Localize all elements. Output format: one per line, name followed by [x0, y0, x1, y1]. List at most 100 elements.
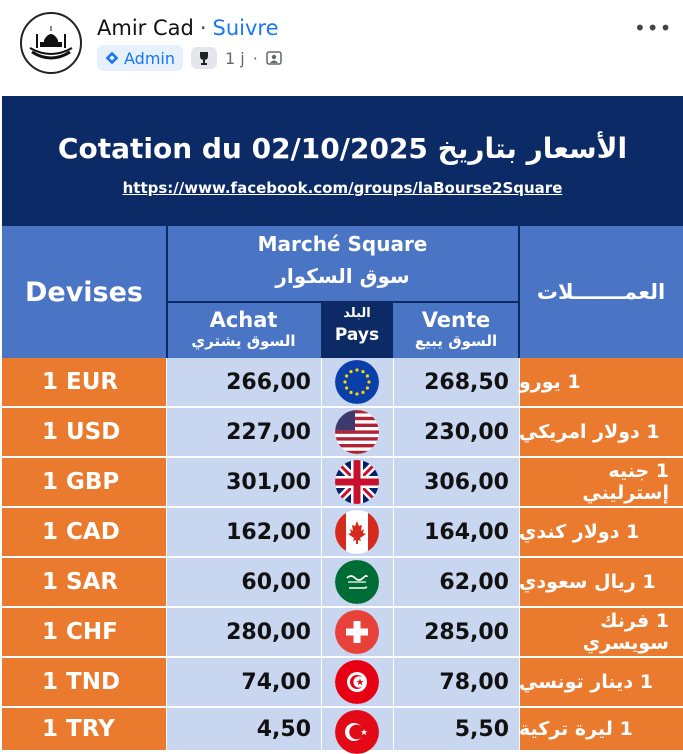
table-row: 1 CHF 280,00 285,00 1 فرنك سويسري	[2, 608, 683, 656]
flag-cell	[321, 558, 393, 606]
group-audience-icon	[266, 51, 282, 65]
us-flag-icon	[335, 410, 379, 454]
achat-cell: 266,00	[166, 358, 321, 406]
vente-header: Vente السوق يبيع	[393, 302, 519, 358]
devise-cell: 1 GBP	[2, 458, 166, 506]
eu-flag-icon	[335, 360, 379, 404]
tunisia-flag-icon	[335, 660, 379, 704]
divider	[393, 358, 394, 750]
group-url-link[interactable]: https://www.facebook.com/groups/laBourse…	[122, 179, 563, 197]
row-divider	[2, 656, 683, 658]
pays-label: Pays	[334, 325, 380, 345]
post-header: Amir Cad · Suivre Admin 1 j · •••	[0, 0, 683, 92]
row-divider	[2, 556, 683, 558]
row-divider	[2, 706, 683, 708]
saudi-flag-icon	[335, 560, 379, 604]
arabic-name-cell: 1 ليرة تركية	[519, 708, 683, 750]
table-row: 1 TND 74,00 78,00 1 دينار تونسي	[2, 658, 683, 706]
swiss-flag-icon	[335, 610, 379, 654]
arabic-name-cell: 1 دينار تونسي	[519, 658, 683, 706]
pays-header: البلد Pays	[321, 302, 393, 358]
trophy-badge[interactable]	[191, 47, 217, 69]
divider	[321, 358, 322, 750]
table-row: 1 CAD 162,00 164,00 1 دولار كندي	[2, 508, 683, 556]
divider	[519, 358, 520, 750]
separator: ·	[199, 16, 207, 40]
flag-cell	[321, 608, 393, 656]
post-time[interactable]: 1 j	[225, 48, 245, 68]
trophy-icon	[200, 52, 208, 65]
devise-cell: 1 CHF	[2, 608, 166, 656]
devise-cell: 1 EUR	[2, 358, 166, 406]
vente-ar-label: السوق يبيع	[414, 332, 498, 350]
flag-cell	[321, 508, 393, 556]
admin-badge[interactable]: Admin	[97, 45, 183, 71]
post-author-line: Amir Cad · Suivre	[97, 16, 279, 40]
arabic-name-cell: 1 يورو	[519, 358, 683, 406]
arabic-name-cell: 1 ريال سعودي	[519, 558, 683, 606]
row-divider	[2, 506, 683, 508]
flag-cell	[321, 408, 393, 456]
row-divider	[2, 406, 683, 408]
post-meta: Admin 1 j ·	[97, 45, 282, 71]
row-divider	[2, 456, 683, 458]
divider	[166, 301, 519, 303]
arabic-name-cell: 1 دولار كندي	[519, 508, 683, 556]
group-avatar[interactable]	[20, 12, 82, 74]
title-band: Cotation du 02/10/2025 الأسعار بتاريخ ht…	[2, 96, 683, 226]
devise-cell: 1 CAD	[2, 508, 166, 556]
table-row: 1 EUR 266,00 268,50 1 يورو	[2, 358, 683, 406]
vente-cell: 164,00	[393, 508, 519, 556]
vente-cell: 78,00	[393, 658, 519, 706]
market-header: Marché Square سوق السكوار	[166, 226, 519, 302]
market-header-fr: Marché Square	[257, 232, 428, 256]
table-title: Cotation du 02/10/2025 الأسعار بتاريخ	[57, 132, 628, 165]
pays-ar-label: البلد	[343, 306, 371, 321]
achat-cell: 162,00	[166, 508, 321, 556]
devises-header: Devises	[2, 226, 166, 358]
achat-cell: 301,00	[166, 458, 321, 506]
arabic-name-cell: 1 دولار امريكي	[519, 408, 683, 456]
flag-cell	[321, 458, 393, 506]
vente-cell: 306,00	[393, 458, 519, 506]
achat-cell: 74,00	[166, 658, 321, 706]
more-options-button[interactable]: •••	[634, 16, 673, 40]
achat-cell: 280,00	[166, 608, 321, 656]
author-name[interactable]: Amir Cad	[97, 16, 194, 40]
turkey-flag-icon	[335, 710, 379, 754]
achat-ar-label: السوق يشتري	[191, 332, 296, 350]
divider	[166, 226, 168, 358]
flag-cell	[321, 708, 393, 754]
uk-flag-icon	[335, 460, 379, 504]
row-divider	[2, 606, 683, 608]
vente-cell: 285,00	[393, 608, 519, 656]
vente-cell: 5,50	[393, 708, 519, 750]
devise-cell: 1 TRY	[2, 708, 166, 750]
vente-label: Vente	[421, 308, 491, 332]
vente-cell: 230,00	[393, 408, 519, 456]
achat-cell: 4,50	[166, 708, 321, 750]
arabic-name-cell: 1 فرنك سويسري	[519, 608, 683, 656]
table-row: 1 TRY 4,50 5,50 1 ليرة تركية	[2, 708, 683, 754]
devise-cell: 1 TND	[2, 658, 166, 706]
vente-cell: 62,00	[393, 558, 519, 606]
admin-badge-label: Admin	[124, 48, 175, 68]
achat-cell: 60,00	[166, 558, 321, 606]
canada-flag-icon	[335, 510, 379, 554]
vente-cell: 268,50	[393, 358, 519, 406]
meta-dot: ·	[252, 48, 258, 68]
admin-diamond-icon	[105, 51, 119, 65]
achat-label: Achat	[209, 308, 278, 332]
achat-cell: 227,00	[166, 408, 321, 456]
follow-button[interactable]: Suivre	[212, 16, 279, 40]
divider	[518, 226, 520, 358]
flag-cell	[321, 658, 393, 706]
divider	[166, 358, 167, 750]
rates-table-image: Cotation du 02/10/2025 الأسعار بتاريخ ht…	[2, 96, 683, 754]
market-header-ar: سوق السكوار	[275, 264, 410, 288]
flag-cell	[321, 358, 393, 406]
table-row: 1 GBP 301,00 306,00 1 جنيه إسترليني	[2, 458, 683, 506]
devise-cell: 1 SAR	[2, 558, 166, 606]
arabic-name-cell: 1 جنيه إسترليني	[519, 458, 683, 506]
table-row: 1 SAR 60,00 62,00 1 ريال سعودي	[2, 558, 683, 606]
